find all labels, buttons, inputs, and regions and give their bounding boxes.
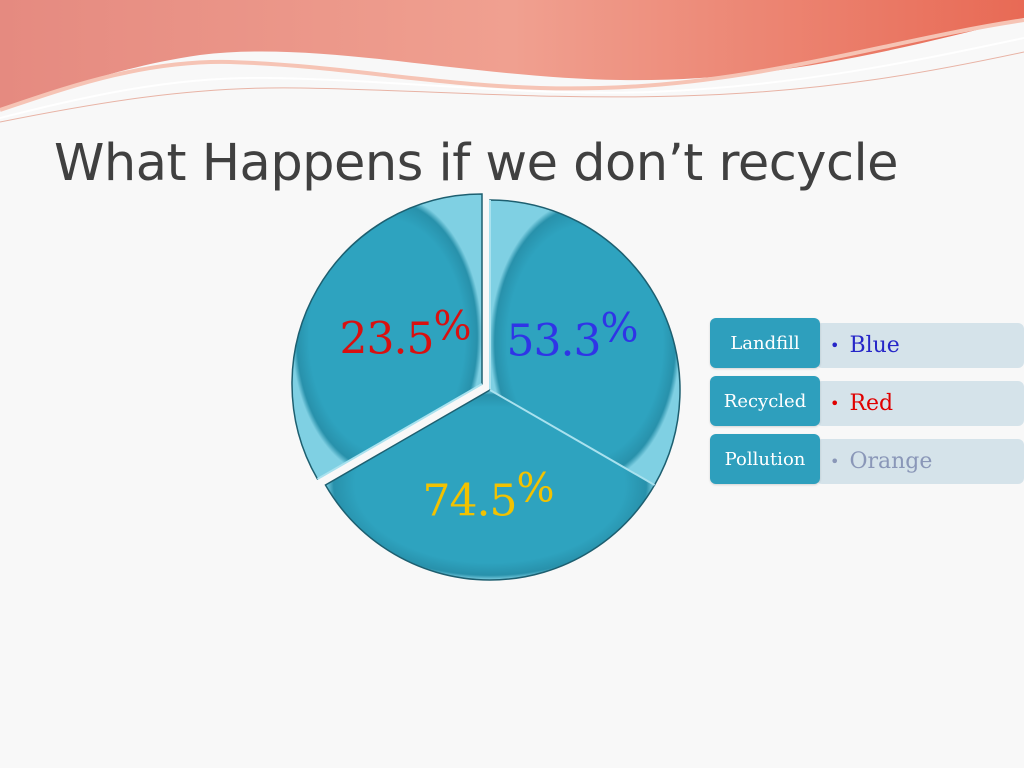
pie-slice-edge [489,389,656,486]
pie-slice-value: 53.3 [506,315,602,367]
legend-row-recycled: Recycled • Red [710,376,1024,428]
pie-slice-value: 23.5 [339,313,435,365]
legend-row-landfill: Landfill • Blue [710,318,1024,370]
legend-row-pollution: Pollution • Orange [710,434,1024,486]
pie-slice-value: 74.5 [422,475,518,527]
legend-key-landfill: Landfill [710,318,820,368]
legend: Landfill • Blue Recycled • Red Pollution… [710,318,1024,488]
pie-chart: 53.3% 74.5% 23.5% [290,190,700,590]
percent-sign: % [600,305,638,352]
legend-value-landfill: • Blue [816,323,1024,368]
slide-title: What Happens if we don’t recycle [54,134,899,193]
legend-value-text: Orange [849,449,933,474]
percent-sign: % [516,465,554,512]
pie-slice-53-3 [489,199,681,487]
percent-sign: % [433,303,471,350]
legend-value-text: Blue [849,333,900,358]
legend-value-pollution: • Orange [816,439,1024,484]
pie-chart-svg [291,193,681,581]
pie-slice-23-5 [291,193,483,481]
pie-slice-label-53-3: 53.3% [506,305,639,367]
bullet-icon: • [830,394,840,413]
legend-key-pollution: Pollution [710,434,820,484]
legend-value-text: Red [849,391,894,416]
bullet-icon: • [830,452,840,471]
pie-slice-edge [316,383,483,480]
pie-slice-74-5 [324,389,656,581]
pie-slice-label-74-5: 74.5% [422,465,555,527]
bullet-icon: • [830,336,840,355]
legend-key-recycled: Recycled [710,376,820,426]
legend-value-recycled: • Red [816,381,1024,426]
header-wave-decoration [0,0,1024,123]
pie-slice-label-23-5: 23.5% [339,303,472,365]
